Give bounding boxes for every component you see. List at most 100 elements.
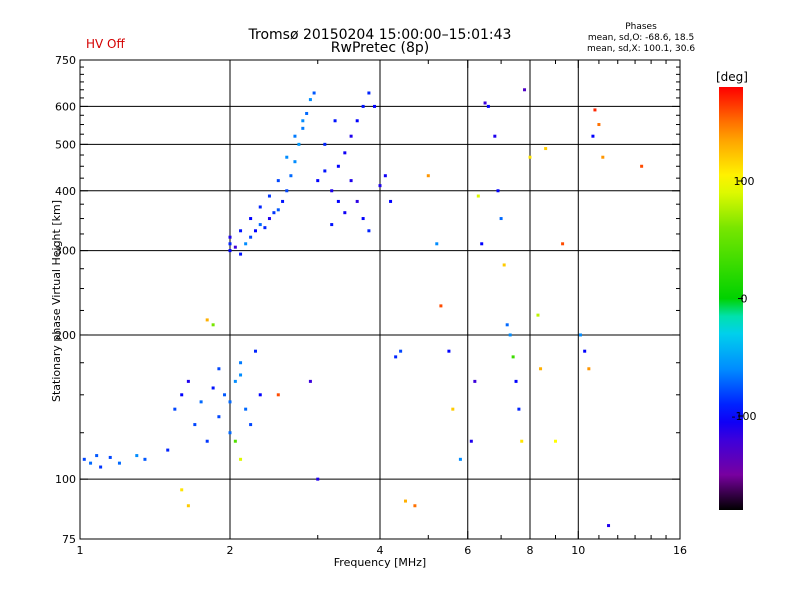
y-tick-label: 750 — [55, 54, 76, 67]
echo-point — [349, 134, 353, 138]
echo-point — [640, 164, 644, 168]
echo-point — [343, 151, 347, 155]
echo-point — [217, 415, 221, 419]
echo-point — [276, 208, 280, 212]
phase-stats-o-mode: mean, sd,O: -68.6, 18.5 — [587, 33, 695, 43]
echo-point — [186, 379, 190, 383]
x-axis-label: Frequency [MHz] — [333, 556, 427, 569]
echo-point — [496, 189, 500, 193]
echo-point — [233, 439, 237, 443]
echo-point — [244, 242, 248, 246]
echo-point — [361, 217, 365, 221]
echo-point — [99, 465, 103, 469]
echo-point — [253, 349, 257, 353]
echo-point — [511, 355, 515, 359]
echo-point — [508, 333, 512, 337]
echo-point — [367, 229, 371, 233]
echo-point — [435, 242, 439, 246]
echo-point — [276, 179, 280, 183]
phase-stats-heading: Phases — [625, 22, 657, 32]
chart-title: Tromsø 20150204 15:00:00–15:01:43 — [248, 27, 512, 43]
echo-point — [249, 423, 253, 427]
echo-point — [514, 379, 518, 383]
echo-point — [239, 229, 243, 233]
echo-point — [553, 439, 557, 443]
echo-point — [578, 333, 582, 337]
echo-point — [228, 249, 232, 253]
echo-point — [228, 400, 232, 404]
echo-point — [591, 134, 595, 138]
echo-point — [544, 147, 548, 151]
echo-point — [82, 457, 86, 461]
echo-point — [349, 179, 353, 183]
echo-point — [301, 119, 305, 123]
echo-point — [305, 111, 309, 115]
echo-point — [186, 504, 190, 508]
echo-point — [258, 393, 262, 397]
echo-point — [583, 349, 587, 353]
echo-point — [403, 499, 407, 503]
echo-point — [166, 448, 170, 452]
echo-point — [597, 123, 601, 127]
y-tick-label: 400 — [55, 185, 76, 198]
echo-point — [180, 488, 184, 492]
echo-point — [336, 199, 340, 203]
echo-point — [89, 461, 93, 465]
echo-point — [249, 217, 253, 221]
echo-point — [316, 477, 320, 481]
echo-point — [244, 407, 248, 411]
echo-point — [267, 194, 271, 198]
echo-point — [528, 155, 532, 159]
echo-point — [205, 439, 209, 443]
echo-point — [539, 367, 543, 371]
echo-point — [180, 393, 184, 397]
x-tick-label: 10 — [571, 544, 585, 557]
echo-point — [239, 252, 243, 256]
echo-point — [228, 431, 232, 435]
echo-point — [458, 457, 462, 461]
colorbar-unit-label: [deg] — [716, 70, 748, 84]
echo-point — [601, 155, 605, 159]
echo-point — [239, 361, 243, 365]
echo-point — [323, 169, 327, 173]
x-tick-label: 6 — [464, 544, 471, 557]
echo-point — [223, 393, 227, 397]
echo-point — [520, 439, 524, 443]
echo-point — [205, 318, 209, 322]
echo-point — [95, 454, 99, 458]
phase-stats: Phases mean, sd,O: -68.6, 18.5 mean, sd,… — [580, 22, 702, 55]
echo-point — [473, 379, 477, 383]
phase-stats-x-mode: mean, sd,X: 100.1, 30.6 — [586, 44, 696, 54]
colorbar-tick-label: -100 — [732, 410, 757, 423]
echo-point — [355, 199, 359, 203]
echo-point — [239, 457, 243, 461]
echo-point — [447, 349, 451, 353]
echo-point — [249, 235, 253, 239]
echo-point — [476, 194, 480, 198]
echo-point — [480, 242, 484, 246]
echo-point — [330, 189, 334, 193]
echo-point — [211, 323, 215, 327]
echo-point — [233, 379, 237, 383]
y-tick-label: 100 — [55, 473, 76, 486]
echo-point — [258, 223, 262, 227]
x-tick-label: 8 — [527, 544, 534, 557]
echo-point — [228, 242, 232, 246]
echo-point — [239, 373, 243, 377]
echo-point — [323, 142, 327, 146]
echo-point — [426, 174, 430, 178]
echo-point — [308, 379, 312, 383]
y-tick-label: 75 — [62, 533, 76, 546]
echo-point — [502, 263, 506, 267]
echo-point — [333, 119, 337, 123]
echo-point — [253, 229, 257, 233]
y-tick-label: 600 — [55, 100, 76, 113]
echo-point — [607, 524, 611, 528]
echo-point — [378, 184, 382, 188]
echo-point — [469, 439, 473, 443]
echo-point — [451, 407, 455, 411]
echo-point — [383, 174, 387, 178]
echo-point — [263, 226, 267, 230]
echo-point — [336, 164, 340, 168]
